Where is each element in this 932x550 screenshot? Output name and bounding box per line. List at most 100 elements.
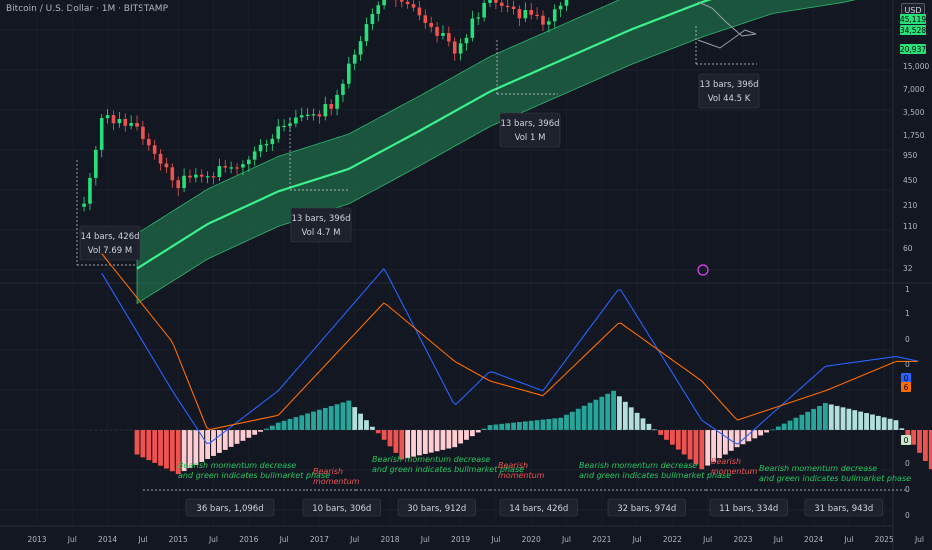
histogram-bar (652, 429, 658, 431)
histogram-bar (428, 430, 434, 453)
histogram-bar (275, 422, 281, 430)
candle-body (294, 117, 298, 124)
time-tick-label: Jul (773, 535, 783, 544)
histogram-bar (534, 420, 540, 430)
histogram-bar (581, 405, 587, 430)
candle-body (423, 15, 428, 23)
histogram-bar (328, 406, 334, 430)
histogram-bar (511, 422, 516, 430)
candle-body (352, 54, 357, 64)
histogram-bar (734, 430, 740, 448)
candle-body (517, 9, 522, 19)
candle-body (205, 176, 210, 178)
macd-badge (901, 435, 911, 445)
histogram-bar (799, 414, 805, 430)
time-tick-label: 2017 (310, 535, 329, 544)
annotation-note-red: Bearish (498, 461, 528, 470)
histogram-bar (628, 407, 634, 430)
histogram-bar (770, 429, 775, 431)
histogram-bar (152, 430, 158, 463)
measure-label: 32 bars, 974d (617, 504, 676, 514)
annotation-note: and green indicates bullmarket phase (759, 474, 911, 483)
histogram-bar (469, 430, 475, 437)
histogram-bar (134, 430, 140, 455)
histogram-bar (222, 430, 228, 450)
histogram-bar (764, 430, 769, 433)
price-tick-label: 60 (903, 244, 913, 253)
histogram-bar (240, 430, 246, 441)
histogram-bar (246, 430, 252, 438)
candle-body (564, 0, 569, 6)
candle-body (511, 6, 516, 10)
measure-label: 10 bars, 306d (312, 504, 371, 514)
measure-box (499, 112, 561, 148)
logo-icon (697, 264, 709, 276)
candle-body (258, 144, 263, 152)
annotation-note: Bearish momentum decrease (579, 461, 697, 470)
histogram-bar (722, 430, 728, 455)
candle-body (223, 166, 228, 168)
histogram-bar (499, 423, 505, 430)
time-tick-label: Jul (208, 535, 218, 544)
annotation-note: and green indicates bullmarket phase (579, 471, 731, 480)
histogram-bar (293, 417, 299, 430)
histogram-bar (670, 430, 675, 445)
measure-label: 13 bars, 396d (291, 214, 350, 224)
histogram-bar (822, 403, 828, 430)
histogram-bar (640, 418, 646, 430)
chart-title: Bitcoin / U.S. Dollar · 1M · BITSTAMP (6, 4, 168, 14)
time-tick-label: Jul (843, 535, 853, 544)
histogram-bar (899, 428, 905, 430)
histogram-bar (346, 400, 352, 430)
histogram-bar (911, 430, 917, 445)
time-tick-label: 2023 (733, 535, 752, 544)
histogram-bar (617, 396, 622, 430)
candle-body (247, 159, 251, 165)
band-midline (136, 0, 712, 270)
time-tick-label: 2018 (380, 535, 399, 544)
time-tick-label: Jul (490, 535, 500, 544)
candle-body (329, 104, 333, 109)
candle-body (429, 22, 433, 28)
price-tick-label: 7,000 (903, 85, 925, 94)
time-tick-label: 2014 (98, 535, 117, 544)
macd-tick-label: 0 (905, 459, 910, 468)
candle-body (347, 63, 351, 84)
candle-body (141, 126, 145, 140)
candle-body (270, 138, 275, 145)
measure-volume: Vol 44.5 K (708, 94, 751, 104)
candle-body (476, 17, 481, 19)
price-badge-label: 34,528 (900, 26, 926, 35)
histogram-bar (605, 393, 611, 430)
histogram-bar (352, 407, 358, 430)
candle-body (229, 167, 233, 169)
histogram-bar (887, 418, 893, 430)
candle-body (364, 24, 369, 42)
candle-body (88, 177, 92, 204)
histogram-bar (858, 411, 864, 430)
histogram-bar (646, 423, 652, 430)
candle-body (252, 151, 257, 160)
measure-volume: Vol 7.69 M (88, 246, 132, 256)
histogram-bar (440, 430, 446, 450)
price-tick-label: 3,500 (903, 108, 925, 117)
projection-line (697, 1, 757, 37)
candle-body (317, 114, 322, 117)
macd-tick-label: 0 (905, 485, 910, 494)
histogram-bar (717, 430, 722, 459)
histogram-bar (599, 396, 605, 430)
measure-label: 13 bars, 396d (500, 119, 559, 129)
histogram-bar (322, 407, 328, 430)
candle-body (441, 33, 445, 36)
histogram-bar (811, 408, 816, 430)
histogram-bar (234, 430, 240, 444)
histogram-bar (358, 413, 363, 430)
measure-label: 14 bars, 426d (509, 504, 568, 514)
measure-box (607, 498, 686, 517)
histogram-bar (711, 430, 716, 462)
histogram-bar (740, 430, 746, 445)
measure-box (185, 498, 275, 517)
time-tick-label: Jul (632, 535, 642, 544)
candle-body (376, 5, 381, 14)
